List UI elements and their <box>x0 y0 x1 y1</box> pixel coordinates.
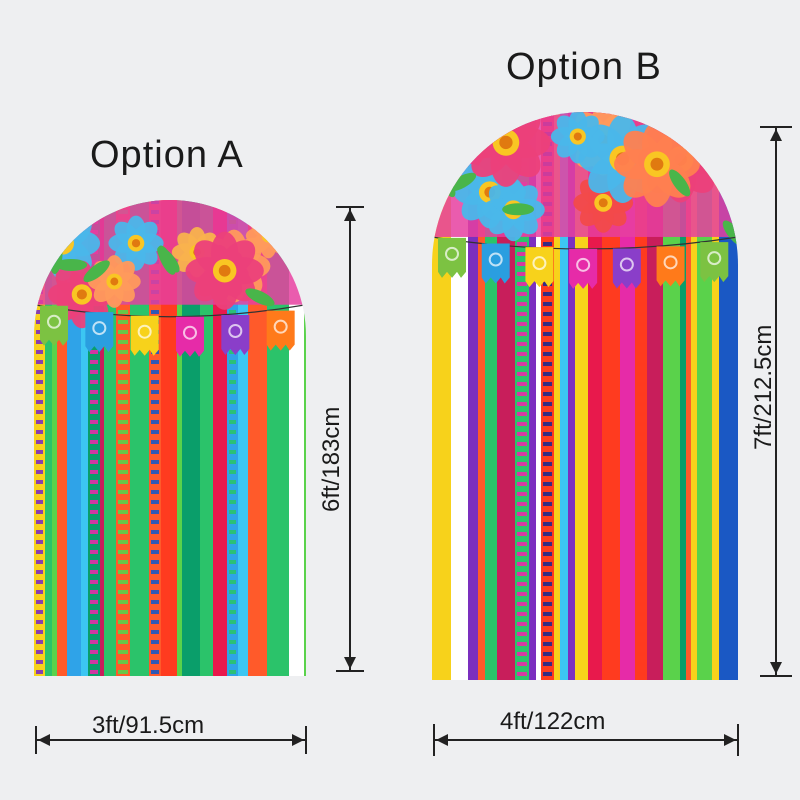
stripe <box>57 200 67 676</box>
option-b-height-label: 7ft/212.5cm <box>750 324 777 450</box>
paper-flower <box>461 112 551 187</box>
papel-picado-flag <box>569 248 598 289</box>
stripe <box>238 200 248 676</box>
papel-picado-flag <box>221 315 250 356</box>
panel-b-art <box>432 112 738 680</box>
paper-flower <box>108 215 164 271</box>
stripe <box>81 200 88 676</box>
stripe <box>304 200 306 676</box>
paper-flower <box>614 121 700 208</box>
stripe <box>104 200 109 676</box>
panel-a-art <box>34 200 306 676</box>
stripe <box>177 200 182 676</box>
stripe <box>691 112 697 680</box>
stripe <box>52 200 57 676</box>
papel-picado-flag <box>700 242 729 283</box>
stripe <box>568 112 575 680</box>
stripe <box>161 200 177 676</box>
papel-picado-flag <box>612 248 641 289</box>
option-b-width-label: 4ft/122cm <box>500 708 606 735</box>
papel-picado-flag <box>525 247 554 288</box>
stripe <box>278 200 289 676</box>
stripe <box>267 200 278 676</box>
stripe <box>227 200 238 676</box>
option-a-height-arrow <box>336 206 364 672</box>
papel-picado-flag <box>40 305 68 346</box>
stripe <box>45 200 52 676</box>
paper-flower <box>245 213 292 259</box>
stripe <box>560 112 568 680</box>
option-a-arch-backdrop <box>34 200 306 676</box>
paper-flower <box>185 231 264 310</box>
papel-picado-flag <box>438 237 466 278</box>
stripe <box>680 112 686 680</box>
stripe <box>536 112 541 680</box>
stripe <box>34 200 45 676</box>
papel-picado-flag <box>176 316 204 357</box>
paper-flower <box>550 112 605 164</box>
stripe <box>712 112 719 680</box>
stripe <box>100 200 104 676</box>
stripe <box>109 200 116 676</box>
stripe <box>478 112 485 680</box>
stripe <box>248 200 267 676</box>
option-a-height-label: 6ft/183cm <box>318 406 345 512</box>
papel-picado-flag <box>130 315 159 356</box>
option-b-height-arrow <box>760 126 792 677</box>
option-a-width-label: 3ft/91.5cm <box>92 712 205 739</box>
papel-picado-flag <box>266 310 295 351</box>
stripe <box>468 112 478 680</box>
stripe <box>686 112 691 680</box>
papel-picado-flag <box>85 312 114 353</box>
stripe <box>116 200 130 676</box>
stripe <box>289 200 296 676</box>
option-b-title: Option B <box>506 46 662 88</box>
papel-picado-flag <box>481 243 510 284</box>
option-a-width-arrow <box>35 726 307 754</box>
stripe <box>554 112 560 680</box>
stripe <box>529 112 536 680</box>
option-b-width-arrow <box>433 724 739 756</box>
papel-picado-flag <box>656 246 685 287</box>
option-b-arch-backdrop <box>432 112 738 680</box>
stripe <box>296 200 304 676</box>
option-a-title: Option A <box>90 134 244 176</box>
